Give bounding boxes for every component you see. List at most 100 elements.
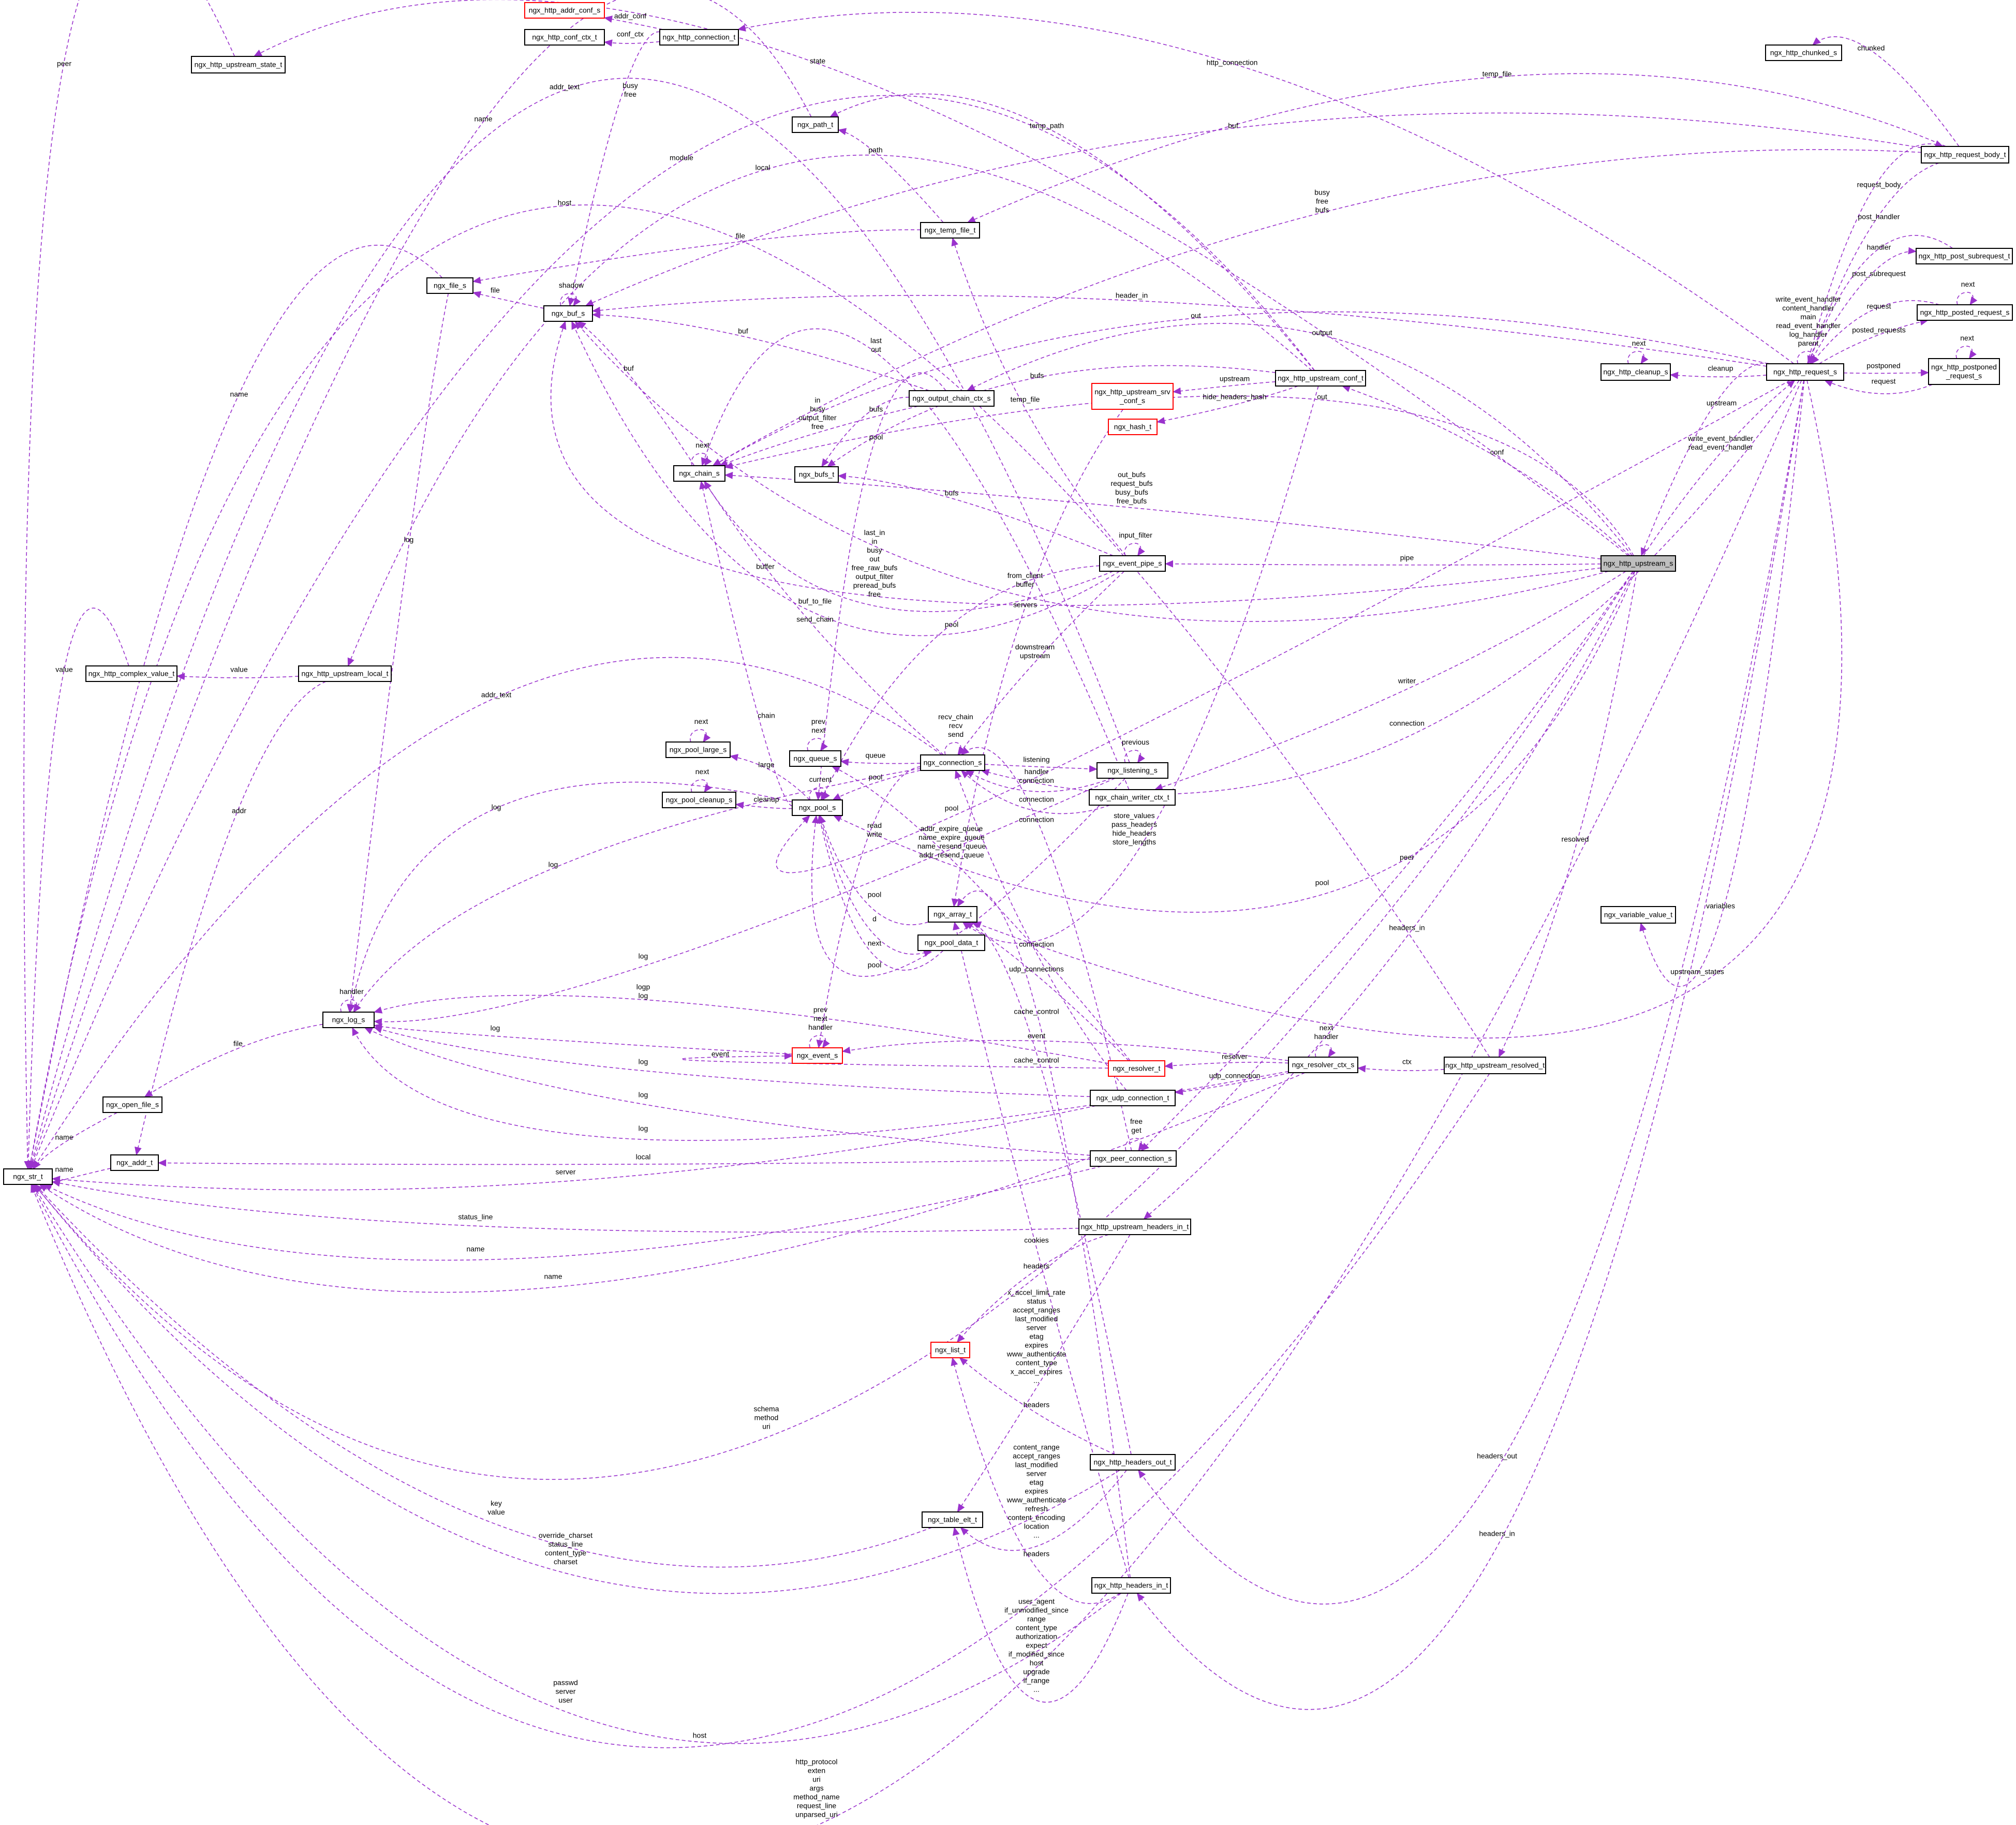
node-file[interactable]: ngx_file_s [426, 277, 473, 294]
edge-pool-to-chain [699, 481, 793, 807]
edge-label-line: log [639, 1091, 648, 1099]
node-cwctx[interactable]: ngx_chain_writer_ctx_t [1089, 789, 1176, 806]
node-cleanup[interactable]: ngx_http_cleanup_s [1600, 363, 1671, 381]
node-listen[interactable]: ngx_listening_s [1096, 762, 1168, 779]
node-path[interactable]: ngx_path_t [792, 116, 839, 133]
node-chunked[interactable]: ngx_http_chunked_s [1765, 44, 1842, 61]
node-conf_ctx[interactable]: ngx_http_conf_ctx_t [524, 29, 605, 46]
node-hout[interactable]: ngx_http_headers_out_t [1090, 1454, 1176, 1471]
edge-peer-to-str [43, 1166, 1102, 1261]
node-hin[interactable]: ngx_http_headers_in_t [1091, 1577, 1171, 1594]
edge-label-line: etag [1029, 1332, 1043, 1341]
node-buf[interactable]: ngx_buf_s [543, 305, 593, 322]
edge-queue-to-queue [807, 738, 828, 751]
node-list[interactable]: ngx_list_t [930, 1342, 970, 1358]
edge-label-line: postponed [1866, 362, 1900, 370]
edge-label-line: name [230, 390, 248, 398]
edge-label-line: output_filter [798, 413, 836, 422]
node-uhin[interactable]: ngx_http_upstream_headers_in_t [1078, 1219, 1191, 1235]
node-str[interactable]: ngx_str_t [3, 1168, 53, 1185]
edge-label-line: content_encoding [1008, 1514, 1065, 1522]
node-label-line: ngx_http_upstream_state_t [195, 61, 283, 69]
node-resolved[interactable]: ngx_http_upstream_resolved_t [1444, 1057, 1546, 1074]
edge-label-line: main [1800, 313, 1816, 321]
node-chain[interactable]: ngx_chain_s [673, 465, 725, 482]
node-label: ngx_resolver_ctx_s [1292, 1061, 1355, 1069]
edge-label-line: accept_ranges [1013, 1306, 1060, 1314]
node-srvconf[interactable]: ngx_http_upstream_srv _conf_s [1091, 383, 1174, 410]
edge-label-line: buf_to_file [798, 597, 832, 605]
edge-label-line: chunked [1858, 44, 1885, 52]
edge-label: value [55, 665, 73, 674]
edge-label: output [1312, 329, 1332, 337]
node-table[interactable]: ngx_table_elt_t [922, 1511, 983, 1528]
edge-label-line: post_subrequest [1852, 270, 1906, 278]
node-label: ngx_http_complex_value_t [88, 670, 175, 678]
node-resctx[interactable]: ngx_resolver_ctx_s [1288, 1057, 1358, 1073]
edge-label: user_agent if_unmodified_since range conten… [1004, 1597, 1069, 1694]
node-varval[interactable]: ngx_variable_value_t [1600, 906, 1676, 924]
node-uconf[interactable]: ngx_http_upstream_conf_t [1275, 370, 1366, 387]
edge-label: log [549, 860, 558, 869]
node-ustate[interactable]: ngx_http_upstream_state_t [191, 56, 286, 73]
edge-label-line: preread_bufs [853, 581, 896, 589]
edge-event-to-event [809, 1035, 830, 1048]
node-ups[interactable]: ngx_http_upstream_s [1600, 555, 1676, 572]
node-udp[interactable]: ngx_udp_connection_t [1090, 1090, 1176, 1106]
node-addr_conf[interactable]: ngx_http_addr_conf_s [524, 2, 605, 19]
node-label-line: ngx_resolver_t [1113, 1064, 1161, 1073]
edge-label-line: free [1316, 197, 1328, 205]
edge-label-line: free_bufs [1117, 497, 1147, 505]
edge-label-line: server [1027, 1470, 1047, 1478]
node-ulocal[interactable]: ngx_http_upstream_local_t [298, 665, 392, 682]
edge-label-line: args [809, 1784, 823, 1792]
node-log[interactable]: ngx_log_s [322, 1012, 375, 1028]
edge-file-to-str [27, 245, 443, 1169]
node-peer[interactable]: ngx_peer_connection_s [1090, 1150, 1177, 1167]
node-req[interactable]: ngx_http_request_s [1766, 363, 1844, 381]
edge-resolver-to-log [374, 995, 1109, 1064]
edge-label: pool [945, 620, 958, 629]
edge-label-line: http_connection [1207, 58, 1258, 67]
node-postponed[interactable]: ngx_http_postponed _request_s [1928, 358, 2000, 385]
node-reqbody[interactable]: ngx_http_request_body_t [1921, 146, 2009, 164]
node-complex[interactable]: ngx_http_complex_value_t [85, 665, 177, 682]
node-poolclean[interactable]: ngx_pool_cleanup_s [662, 792, 736, 808]
node-label: ngx_pool_data_t [925, 939, 979, 947]
edge-ups-to-chain [724, 471, 1602, 560]
node-postsub[interactable]: ngx_http_post_subrequest_t [1916, 248, 2013, 264]
node-bufs[interactable]: ngx_bufs_t [794, 466, 839, 483]
edge-peer-to-conn [960, 747, 1132, 1151]
edge-label-line: out [871, 345, 881, 353]
node-event[interactable]: ngx_event_s [792, 1047, 843, 1064]
node-openfile[interactable]: ngx_open_file_s [102, 1096, 162, 1113]
node-pool[interactable]: ngx_pool_s [792, 799, 843, 816]
node-hash[interactable]: ngx_hash_t [1108, 419, 1158, 435]
node-resolver[interactable]: ngx_resolver_t [1108, 1060, 1165, 1077]
node-label: ngx_queue_s [793, 754, 837, 763]
edge-label-line: send_chain [796, 615, 834, 624]
node-hconn[interactable]: ngx_http_connection_t [659, 29, 739, 46]
node-pooldata[interactable]: ngx_pool_data_t [917, 934, 985, 951]
edge-label: log [639, 1058, 648, 1066]
node-conn[interactable]: ngx_connection_s [920, 754, 985, 771]
node-occtx[interactable]: ngx_output_chain_ctx_s [909, 390, 995, 407]
node-posted[interactable]: ngx_http_posted_request_s [1917, 304, 2013, 321]
edge-label: input_filter [1119, 531, 1152, 539]
edge-label-line: busy [867, 546, 882, 554]
node-label: ngx_http_upstream_srv _conf_s [1094, 388, 1170, 405]
edge-ups-to-resolved [1498, 571, 1638, 1058]
edge-event-to-log [374, 1023, 793, 1055]
node-label: ngx_http_upstream_state_t [195, 61, 283, 69]
node-label: ngx_temp_file_t [925, 226, 976, 234]
edge-label-line: handler [1314, 1032, 1339, 1041]
node-poollarge[interactable]: ngx_pool_large_s [665, 741, 731, 758]
node-tempfile[interactable]: ngx_temp_file_t [920, 222, 980, 239]
edge-label: chunked [1858, 44, 1885, 52]
edge-label: request [1867, 302, 1891, 310]
node-queue[interactable]: ngx_queue_s [789, 750, 841, 767]
node-addr[interactable]: ngx_addr_t [110, 1154, 159, 1171]
node-pipe[interactable]: ngx_event_pipe_s [1099, 555, 1166, 572]
node-array[interactable]: ngx_array_t [928, 906, 977, 923]
node-label: ngx_str_t [13, 1173, 43, 1181]
